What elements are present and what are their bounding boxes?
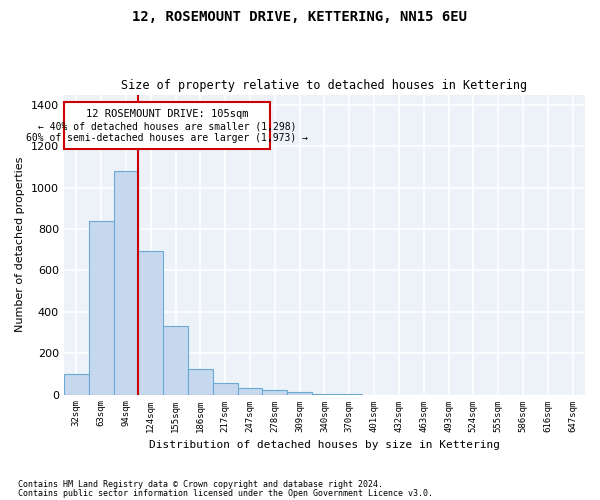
Bar [238,388,262,394]
X-axis label: Distribution of detached houses by size in Kettering: Distribution of detached houses by size … [149,440,500,450]
Text: 12, ROSEMOUNT DRIVE, KETTERING, NN15 6EU: 12, ROSEMOUNT DRIVE, KETTERING, NN15 6EU [133,10,467,24]
Text: 12 ROSEMOUNT DRIVE: 105sqm: 12 ROSEMOUNT DRIVE: 105sqm [86,108,248,118]
Y-axis label: Number of detached properties: Number of detached properties [16,157,25,332]
Text: Contains HM Land Registry data © Crown copyright and database right 2024.: Contains HM Land Registry data © Crown c… [18,480,383,489]
Bar [262,390,287,394]
Text: ← 40% of detached houses are smaller (1,298): ← 40% of detached houses are smaller (1,… [38,121,296,131]
Bar [163,326,188,394]
FancyBboxPatch shape [64,102,270,149]
Bar [213,383,238,394]
Bar [287,392,312,394]
Bar [113,171,139,394]
Bar [64,374,89,394]
Title: Size of property relative to detached houses in Kettering: Size of property relative to detached ho… [121,79,527,92]
Bar [139,251,163,394]
Bar [89,221,113,394]
Text: 60% of semi-detached houses are larger (1,973) →: 60% of semi-detached houses are larger (… [26,134,308,143]
Bar [188,368,213,394]
Text: Contains public sector information licensed under the Open Government Licence v3: Contains public sector information licen… [18,488,433,498]
